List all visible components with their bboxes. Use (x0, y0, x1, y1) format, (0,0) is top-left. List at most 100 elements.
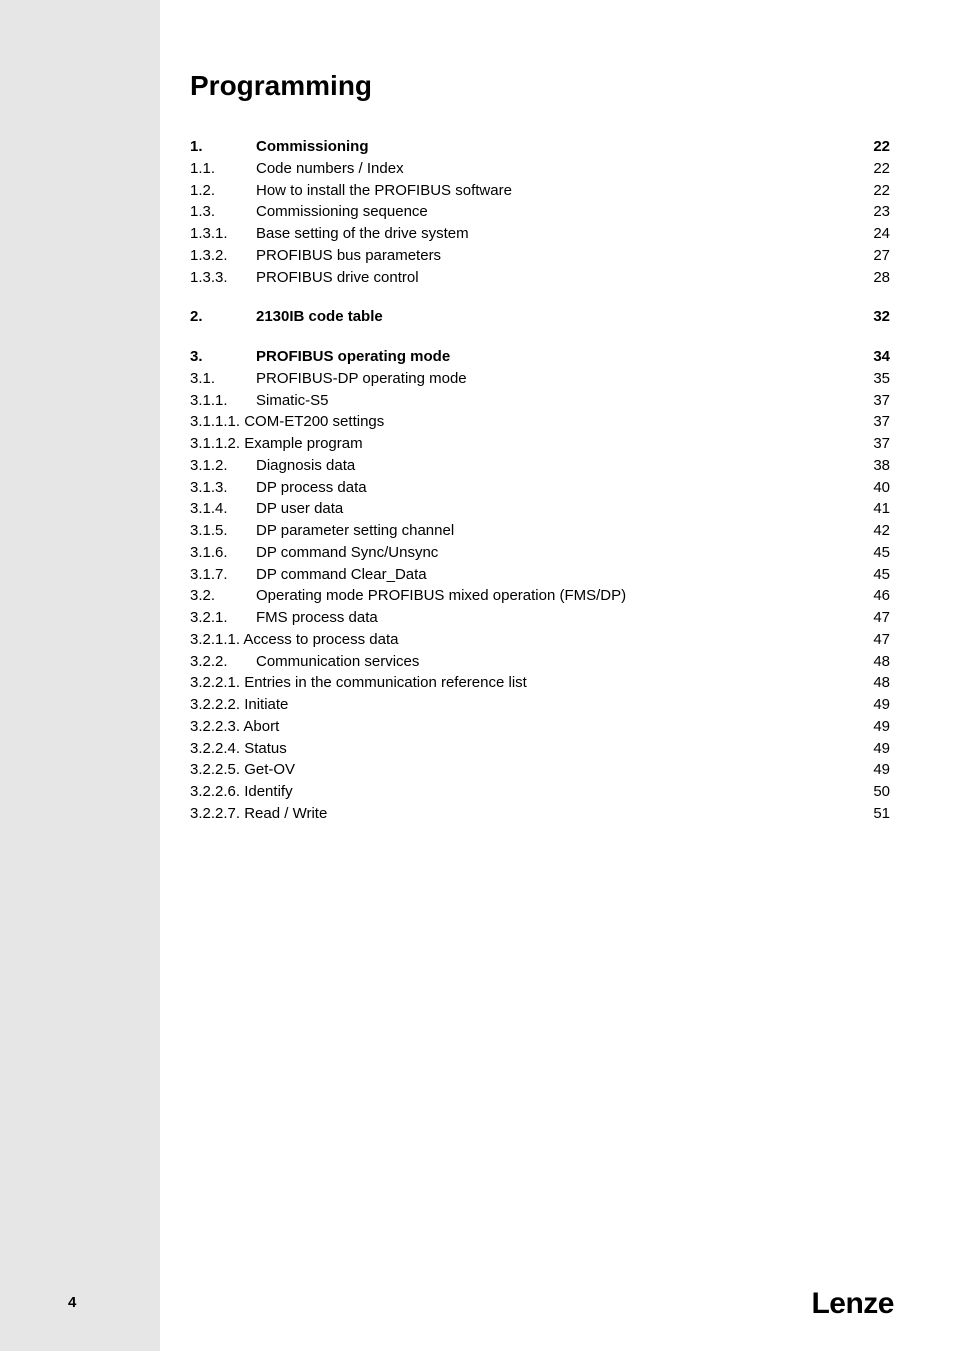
toc-page: 48 (860, 672, 890, 694)
toc-left: 3.1.7.DP command Clear_Data (190, 564, 427, 586)
toc-left: 3.2.1.1. Access to process data (190, 629, 398, 651)
toc-line: 1.3.Commissioning sequence 23 (190, 201, 890, 223)
toc-number: 3.1.5. (190, 520, 256, 542)
toc-line: 2.2130IB code table32 (190, 306, 890, 328)
toc-label: DP user data (256, 498, 343, 520)
toc-left: 1.3.3.PROFIBUS drive control (190, 267, 419, 289)
toc-page: 49 (860, 716, 890, 738)
toc-page: 24 (860, 223, 890, 245)
toc-left: 1.3.1.Base setting of the drive system (190, 223, 469, 245)
toc-page: 27 (860, 245, 890, 267)
toc-label: FMS process data (256, 607, 378, 629)
toc-combined: 3.2.2.1. Entries in the communication re… (190, 672, 527, 694)
toc-left: 1.3.Commissioning sequence (190, 201, 428, 223)
toc-label: DP command Clear_Data (256, 564, 427, 586)
toc-line: 1.3.1.Base setting of the drive system 24 (190, 223, 890, 245)
toc-page: 47 (860, 629, 890, 651)
toc-number: 1.3.3. (190, 267, 256, 289)
toc-label: DP parameter setting channel (256, 520, 454, 542)
toc-page: 22 (860, 180, 890, 202)
footer-logo: Lenze (811, 1287, 894, 1321)
toc-label: Base setting of the drive system (256, 223, 469, 245)
toc-line: 3.2.2.1. Entries in the communication re… (190, 672, 890, 694)
toc-line: 3.2.2.4. Status 49 (190, 738, 890, 760)
toc-line: 3.1.2.Diagnosis data38 (190, 455, 890, 477)
toc-left: 3.2.2.5. Get-OV (190, 759, 295, 781)
toc-page: 45 (860, 564, 890, 586)
toc-label: Communication services (256, 651, 419, 673)
toc-label: Commissioning sequence (256, 201, 428, 223)
toc-label: Code numbers / Index (256, 158, 404, 180)
toc-left: 1.2.How to install the PROFIBUS software (190, 180, 512, 202)
toc-left: 1.Commissioning (190, 136, 369, 158)
toc-page: 32 (860, 306, 890, 328)
toc-number: 3.1.3. (190, 477, 256, 499)
toc-number: 1. (190, 136, 256, 158)
toc-number: 1.2. (190, 180, 256, 202)
toc-number: 3.1.6. (190, 542, 256, 564)
toc-line: 3.2.2.Communication services48 (190, 651, 890, 673)
toc-combined: 3.2.2.6. Identify (190, 781, 293, 803)
toc-page: 37 (860, 411, 890, 433)
toc-line: 1.3.3.PROFIBUS drive control28 (190, 267, 890, 289)
toc-page: 37 (860, 433, 890, 455)
toc-number: 3.2. (190, 585, 256, 607)
toc-left: 3.2.2.7. Read / Write (190, 803, 327, 825)
toc-page: 49 (860, 738, 890, 760)
toc-number: 3.1.7. (190, 564, 256, 586)
toc-page: 23 (860, 201, 890, 223)
toc-combined: 3.1.1.2. Example program (190, 433, 363, 455)
toc-page: 49 (860, 694, 890, 716)
toc-left: 3.1.6.DP command Sync/Unsync (190, 542, 438, 564)
toc-line: 3.2.2.6. Identify50 (190, 781, 890, 803)
toc-number: 3. (190, 346, 256, 368)
toc-line: 3.1.7.DP command Clear_Data 45 (190, 564, 890, 586)
toc-line: 3.1.1.1. COM-ET200 settings 37 (190, 411, 890, 433)
toc-number: 1.3. (190, 201, 256, 223)
toc-left: 1.3.2.PROFIBUS bus parameters (190, 245, 441, 267)
toc-page: 42 (860, 520, 890, 542)
toc-label: PROFIBUS drive control (256, 267, 419, 289)
toc-number: 1.1. (190, 158, 256, 180)
toc-left: 3.2.2.2. Initiate (190, 694, 288, 716)
toc-line: 3.1.1.2. Example program 37 (190, 433, 890, 455)
toc-page: 40 (860, 477, 890, 499)
toc-number: 1.3.2. (190, 245, 256, 267)
toc-left: 3.1.1.1. COM-ET200 settings (190, 411, 384, 433)
toc-line: 3.2.1.FMS process data47 (190, 607, 890, 629)
footer-page-number: 4 (68, 1294, 76, 1311)
toc-combined: 3.1.1.1. COM-ET200 settings (190, 411, 384, 433)
toc-line: 1.2.How to install the PROFIBUS software… (190, 180, 890, 202)
toc-page: 37 (860, 390, 890, 412)
toc-left: 3.1.1.Simatic-S5 (190, 390, 329, 412)
toc-combined: 3.2.2.2. Initiate (190, 694, 288, 716)
toc-left: 3.2.2.1. Entries in the communication re… (190, 672, 527, 694)
toc-left: 3.2.Operating mode PROFIBUS mixed operat… (190, 585, 626, 607)
toc-left: 3.2.1.FMS process data (190, 607, 378, 629)
toc-combined: 3.2.2.7. Read / Write (190, 803, 327, 825)
toc-line: 3.1.1.Simatic-S5 37 (190, 390, 890, 412)
toc-label: Diagnosis data (256, 455, 355, 477)
toc-page: 38 (860, 455, 890, 477)
toc-line: 3.2.2.3. Abort49 (190, 716, 890, 738)
toc-number: 3.1. (190, 368, 256, 390)
toc-label: 2130IB code table (256, 306, 383, 328)
toc-line: 3.1.5.DP parameter setting channel 42 (190, 520, 890, 542)
toc-line: 3.1.4.DP user data41 (190, 498, 890, 520)
toc-page: 22 (860, 158, 890, 180)
toc-left: 3.1.5.DP parameter setting channel (190, 520, 454, 542)
toc-line: 3.2.2.7. Read / Write51 (190, 803, 890, 825)
toc-number: 3.2.1. (190, 607, 256, 629)
toc-combined: 3.2.2.4. Status (190, 738, 287, 760)
toc-left: 1.1.Code numbers / Index (190, 158, 404, 180)
toc-line: 3.2.2.2. Initiate 49 (190, 694, 890, 716)
toc-line: 1.Commissioning 22 (190, 136, 890, 158)
toc-page: 22 (860, 136, 890, 158)
toc-number: 3.2.2. (190, 651, 256, 673)
toc-label: Simatic-S5 (256, 390, 329, 412)
page: Programming 1.Commissioning221.1.Code nu… (0, 0, 954, 1351)
toc-label: DP command Sync/Unsync (256, 542, 438, 564)
toc-left: 3.1.PROFIBUS-DP operating mode (190, 368, 467, 390)
toc-page: 41 (860, 498, 890, 520)
toc-left: 3.PROFIBUS operating mode (190, 346, 450, 368)
